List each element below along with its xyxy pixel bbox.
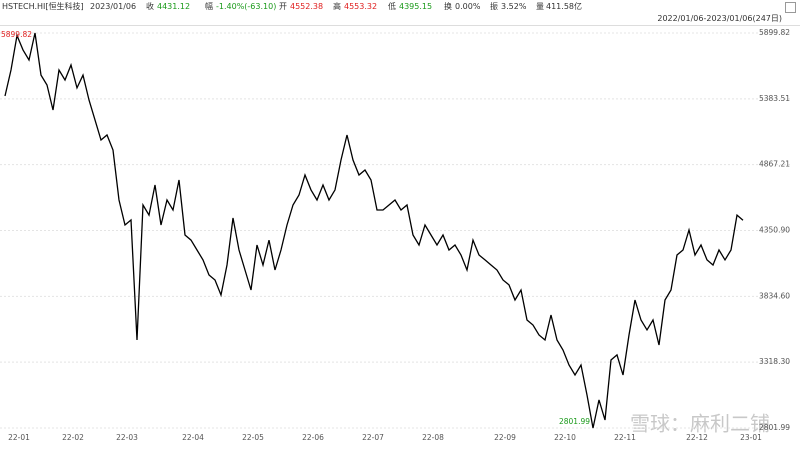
- x-tick-label: 22-06: [302, 433, 324, 442]
- label: 开: [279, 2, 287, 11]
- label: 收: [146, 2, 154, 11]
- x-tick-label: 22-03: [116, 433, 138, 442]
- volume: 411.58亿: [546, 2, 582, 11]
- quote-bar: HSTECH.HI[恒生科技] 2023/01/06 收 4431.12 幅 -…: [0, 0, 800, 14]
- x-tick-label: 22-01: [8, 433, 30, 442]
- y-tick-label: 5899.82: [759, 28, 790, 37]
- date-range[interactable]: 2022/01/06-2023/01/06(247日): [657, 14, 782, 23]
- y-tick-label: 3834.60: [759, 291, 790, 300]
- y-tick-label: 5383.51: [759, 94, 790, 103]
- open: 4552.38: [290, 2, 324, 11]
- watermark: 雪球：麻利二铺: [630, 412, 770, 436]
- x-tick-label: 22-04: [182, 433, 204, 442]
- x-tick-label: 22-11: [614, 433, 636, 442]
- label: 换: [444, 2, 452, 11]
- label: 低: [388, 2, 396, 11]
- extreme-label: 2801.99: [559, 417, 590, 426]
- x-tick-label: 22-09: [494, 433, 516, 442]
- y-tick-label: 3318.30: [759, 357, 790, 366]
- x-tick-label: 22-07: [362, 433, 384, 442]
- expand-button[interactable]: [785, 2, 796, 13]
- close: 4431.12: [157, 2, 191, 11]
- low: 4395.15: [399, 2, 433, 11]
- label: 量: [536, 2, 544, 11]
- x-tick-label: 22-10: [554, 433, 576, 442]
- x-tick-label: 22-02: [62, 433, 84, 442]
- label: 振: [490, 2, 498, 11]
- label: 高: [333, 2, 341, 11]
- extreme-label: 5899.82: [1, 30, 32, 39]
- turnover: 0.00%: [455, 2, 481, 11]
- x-tick-label: 22-12: [686, 433, 708, 442]
- amplitude: 3.52%: [501, 2, 527, 11]
- symbol: HSTECH.HI[恒生科技]: [2, 2, 84, 11]
- x-tick-label: 22-08: [422, 433, 444, 442]
- label: 幅: [205, 2, 213, 11]
- high: 4553.32: [344, 2, 378, 11]
- y-tick-label: 4867.21: [759, 160, 790, 169]
- price-line: [4, 32, 744, 429]
- x-tick-label: 23-01: [740, 433, 762, 442]
- y-tick-label: 4350.90: [759, 226, 790, 235]
- change: -1.40%(-63.10): [216, 2, 277, 11]
- date: 2023/01/06: [90, 2, 137, 11]
- y-tick-label: 2801.99: [759, 423, 790, 432]
- x-tick-label: 22-05: [242, 433, 264, 442]
